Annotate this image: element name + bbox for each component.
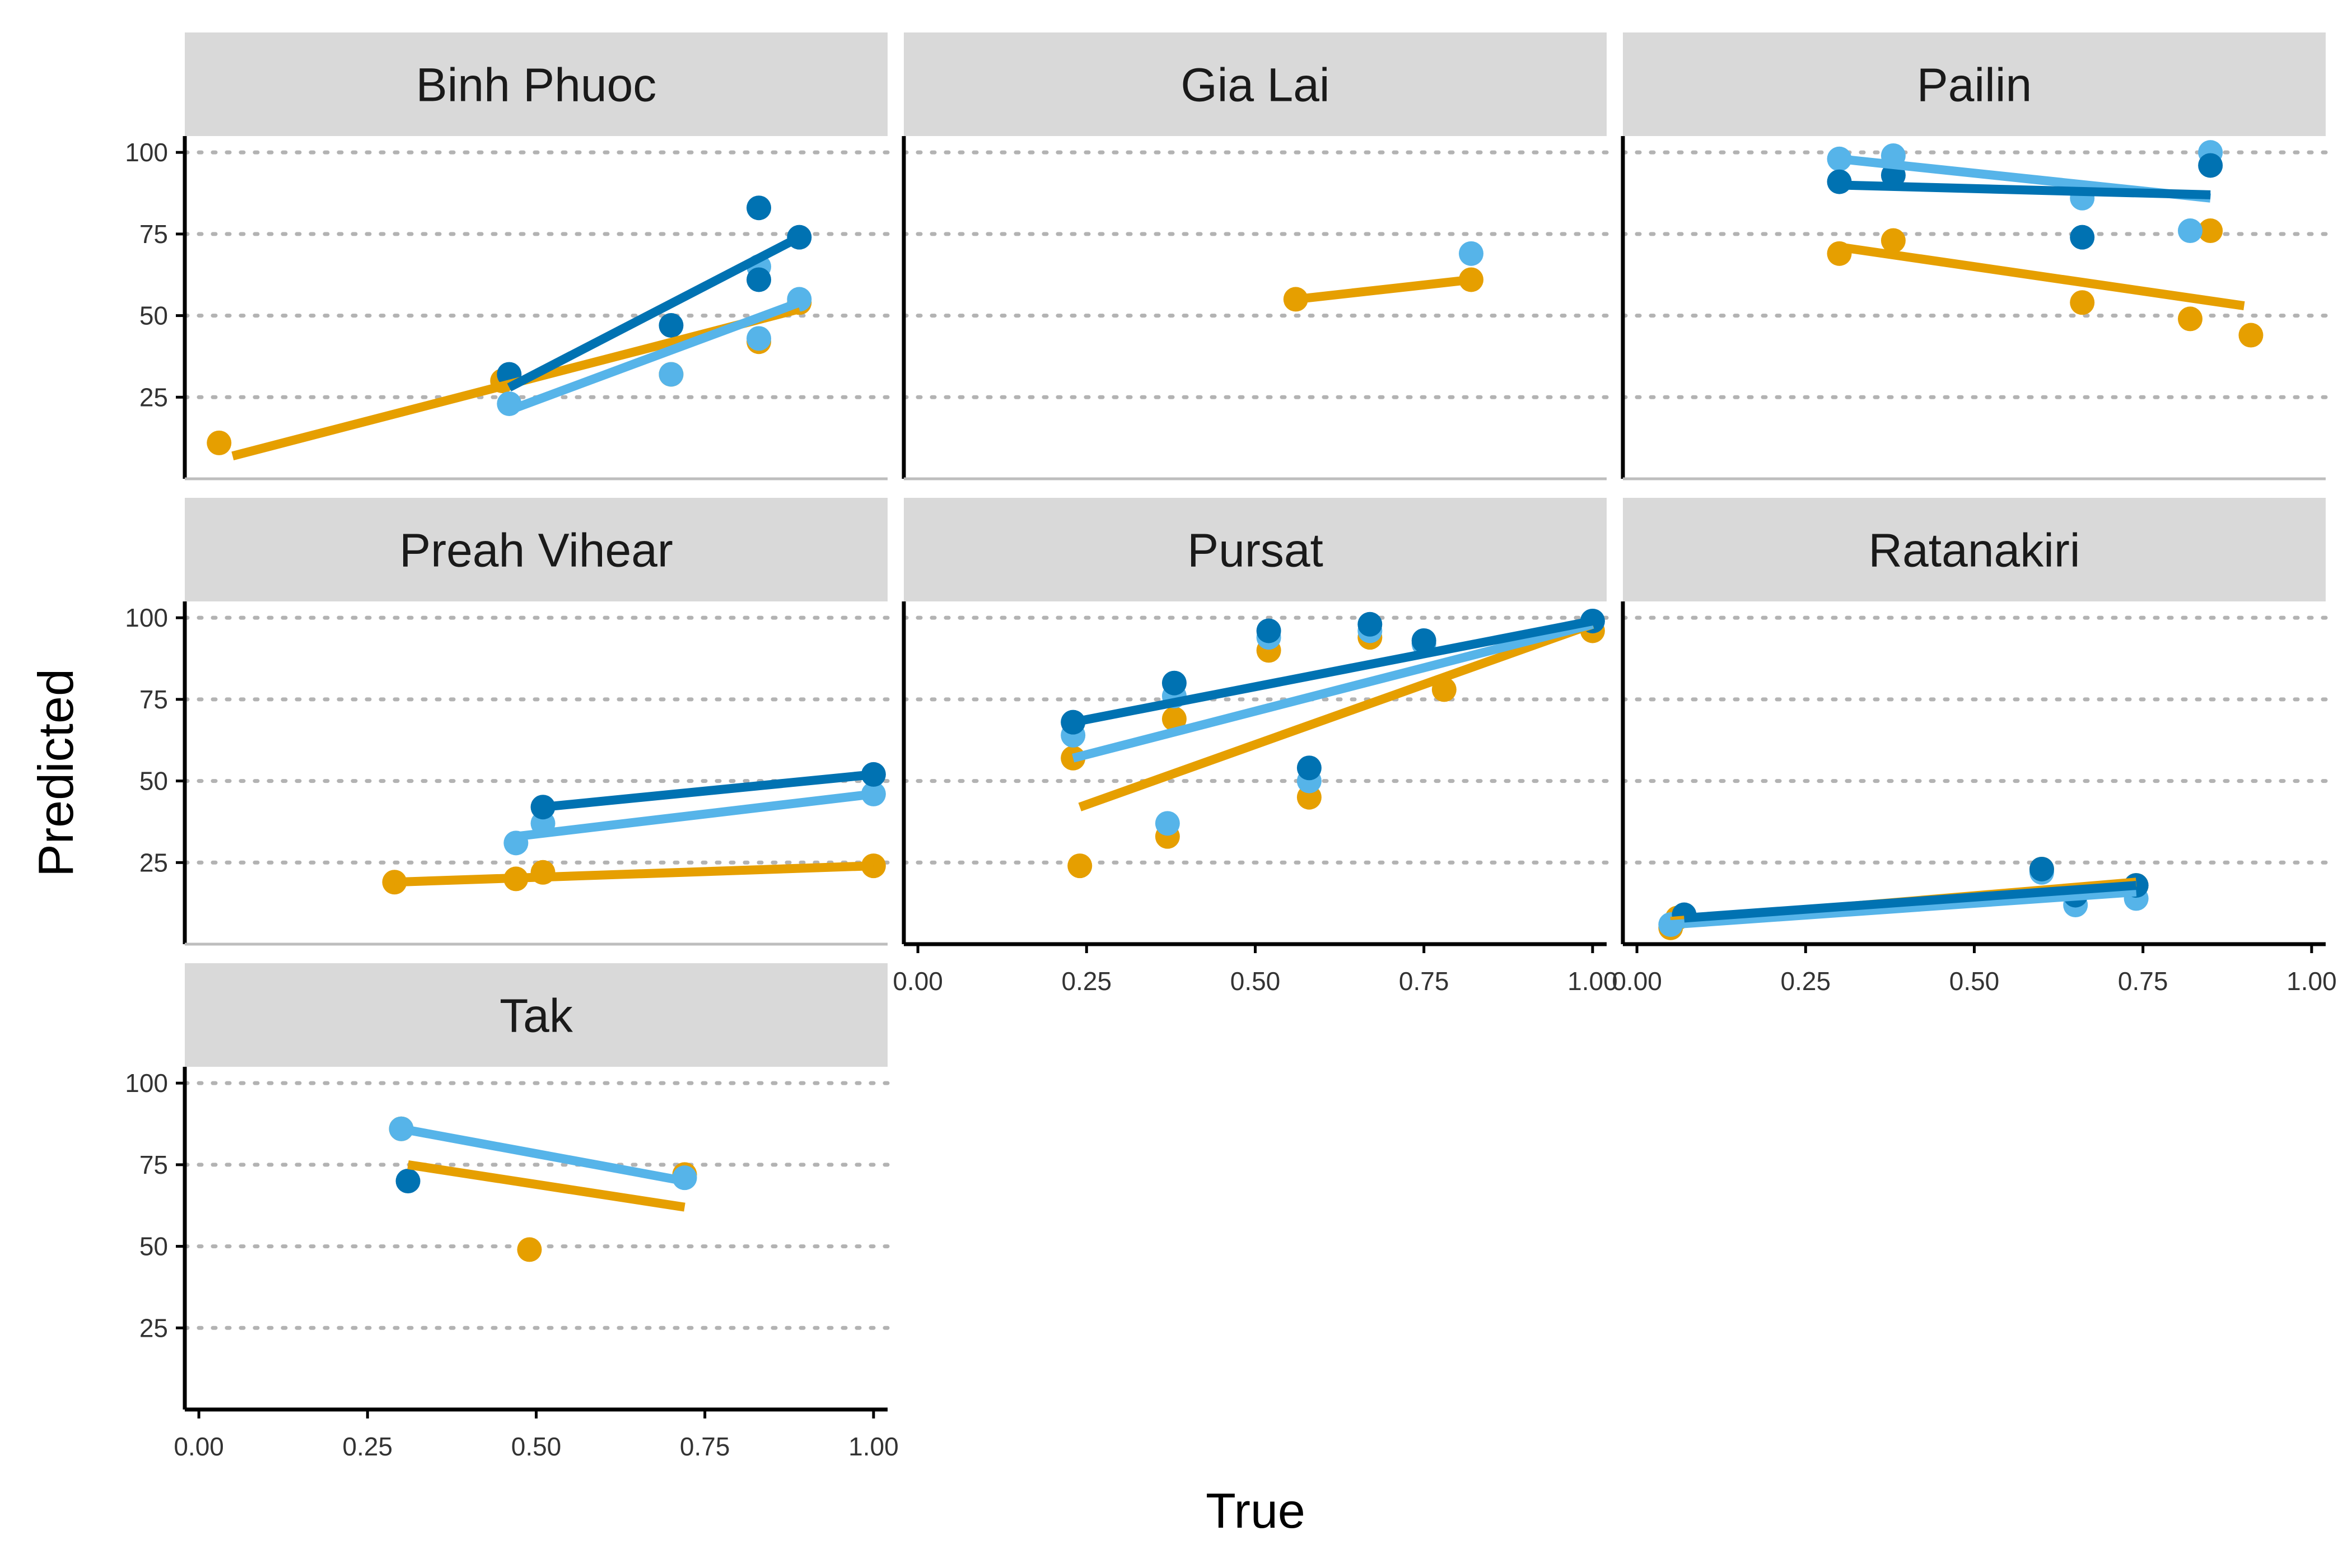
- point-binh-phuoc-s3-2: [659, 313, 684, 338]
- fit-line-binh-phuoc-s3: [507, 233, 802, 391]
- fit-line-pailin-s1: [1838, 242, 2245, 311]
- y-tick-label-tak-50: 50: [139, 1232, 168, 1261]
- x-tick-label-tak-0.25: 0.25: [343, 1432, 393, 1461]
- x-tick-label-ratanakiri-0.50: 0.50: [1949, 967, 2000, 996]
- strip-preah-vihear: [185, 498, 888, 601]
- point-pailin-s1-2: [1880, 228, 1906, 253]
- x-tick-label-ratanakiri-0.75: 0.75: [2118, 967, 2168, 996]
- point-binh-phuoc-s3-3: [746, 267, 772, 292]
- strip-binh-phuoc: [185, 32, 888, 136]
- y-axis-title: Predicted: [28, 669, 83, 877]
- y-tick-label-tak-25: 25: [139, 1313, 168, 1342]
- x-axis-title: True: [1206, 1483, 1305, 1538]
- point-pailin-s1-6: [2238, 323, 2264, 348]
- y-tick-label-tak-100: 100: [125, 1068, 168, 1098]
- panel-binh-phuoc: Binh Phuoc 25 50 75 100: [125, 32, 890, 480]
- point-pursat-s1-4: [1161, 706, 1187, 731]
- y-tick-label-preah-vihear-25: 25: [139, 848, 168, 877]
- point-pursat-s1-2: [1067, 853, 1093, 879]
- panels-layer: Binh Phuoc 25 50 75 100 Gia Lai Pailin Preah Vi…: [125, 32, 2337, 1461]
- x-tick-label-pursat-0.75: 0.75: [1399, 967, 1449, 996]
- strip-gia-lai: [904, 32, 1607, 136]
- point-pursat-s3-6: [1411, 628, 1436, 653]
- strip-label-preah-vihear: Preah Vihear: [399, 524, 673, 577]
- fit-line-pursat-s1: [1078, 620, 1594, 811]
- fit-line-preah-vihear-s2: [515, 789, 874, 841]
- strip-label-pursat: Pursat: [1187, 524, 1323, 577]
- x-tick-label-tak-0.75: 0.75: [680, 1432, 730, 1461]
- strip-label-gia-lai: Gia Lai: [1180, 59, 1329, 111]
- strip-label-tak: Tak: [500, 990, 573, 1042]
- point-binh-phuoc-s1-1: [207, 430, 232, 455]
- fit-line-pursat-s3: [1072, 617, 1594, 727]
- x-tick-label-tak-0.50: 0.50: [511, 1432, 562, 1461]
- y-tick-label-preah-vihear-100: 100: [125, 603, 168, 632]
- fit-line-binh-phuoc-s2: [507, 298, 801, 415]
- point-ratanakiri-s3-2: [2029, 856, 2054, 881]
- strip-pursat: [904, 498, 1607, 601]
- fit-line-tak-s1: [407, 1160, 685, 1212]
- y-tick-label-preah-vihear-50: 50: [139, 767, 168, 796]
- y-tick-label-tak-75: 75: [139, 1150, 168, 1179]
- x-tick-label-pursat-0.00: 0.00: [893, 967, 943, 996]
- panel-pursat: Pursat 0.00 0.25 0.50 0.75 1.00: [893, 498, 1618, 996]
- fit-line-gia-lai-s1: [1295, 275, 1472, 304]
- panel-preah-vihear: Preah Vihear 25 50 75 100: [125, 498, 890, 946]
- point-pursat-s3-3: [1256, 618, 1281, 643]
- x-tick-label-ratanakiri-0.25: 0.25: [1781, 967, 1831, 996]
- point-binh-phuoc-s2-3: [746, 326, 772, 351]
- fit-line-preah-vihear-s1: [394, 861, 874, 887]
- point-tak-s3-1: [395, 1169, 421, 1193]
- x-tick-label-tak-1.00: 1.00: [848, 1432, 899, 1461]
- y-tick-label-binh-phuoc-50: 50: [139, 301, 168, 330]
- fit-line-pailin-s3: [1839, 180, 2211, 199]
- fit-line-tak-s2: [400, 1124, 686, 1186]
- strip-pailin: [1623, 32, 2326, 136]
- y-tick-label-binh-phuoc-25: 25: [139, 382, 168, 412]
- y-tick-label-preah-vihear-75: 75: [139, 685, 168, 714]
- point-pailin-s1-4: [2178, 306, 2203, 332]
- point-pailin-s2-4: [2178, 218, 2203, 244]
- strip-label-pailin: Pailin: [1917, 59, 2032, 111]
- point-pursat-s3-4: [1296, 755, 1322, 781]
- x-tick-label-pursat-0.50: 0.50: [1230, 967, 1281, 996]
- x-tick-label-pursat-0.25: 0.25: [1062, 967, 1112, 996]
- strip-label-ratanakiri: Ratanakiri: [1868, 524, 2080, 577]
- strip-tak: [185, 963, 888, 1067]
- panel-pailin: Pailin: [1621, 32, 2328, 480]
- point-pursat-s2-2: [1155, 811, 1180, 836]
- point-pailin-s3-3: [2070, 225, 2095, 250]
- panel-tak: Tak 25 50 75 100 0.00 0.25 0.50 0.75 1.00: [125, 963, 899, 1461]
- fit-line-ratanakiri-s2: [1670, 887, 2137, 930]
- point-pailin-s3-4: [2198, 153, 2223, 178]
- x-tick-label-ratanakiri-0.00: 0.00: [1612, 967, 1662, 996]
- point-pailin-s1-3: [2070, 290, 2095, 315]
- panel-ratanakiri: Ratanakiri 0.00 0.25 0.50 0.75 1.00: [1612, 498, 2337, 996]
- strip-label-binh-phuoc: Binh Phuoc: [416, 59, 657, 111]
- x-tick-label-tak-0.00: 0.00: [174, 1432, 224, 1461]
- point-pursat-s3-2: [1161, 670, 1187, 696]
- x-tick-label-ratanakiri-1.00: 1.00: [2286, 967, 2337, 996]
- point-gia-lai-s2-1: [1459, 241, 1484, 266]
- fit-line-pursat-s2: [1072, 620, 1594, 763]
- x-tick-label-pursat-1.00: 1.00: [1567, 967, 1618, 996]
- point-pailin-s1-5: [2198, 218, 2223, 244]
- fit-line-preah-vihear-s3: [542, 769, 874, 812]
- point-binh-phuoc-s3-4: [746, 195, 772, 221]
- y-tick-label-binh-phuoc-100: 100: [125, 138, 168, 167]
- point-tak-s1-2: [517, 1237, 542, 1262]
- y-tick-label-binh-phuoc-75: 75: [139, 220, 168, 249]
- point-pursat-s3-5: [1357, 612, 1383, 637]
- point-binh-phuoc-s2-2: [659, 362, 684, 387]
- panel-gia-lai: Gia Lai: [902, 32, 1609, 480]
- strip-ratanakiri: [1623, 498, 2326, 601]
- fit-line-ratanakiri-s3: [1683, 881, 2137, 923]
